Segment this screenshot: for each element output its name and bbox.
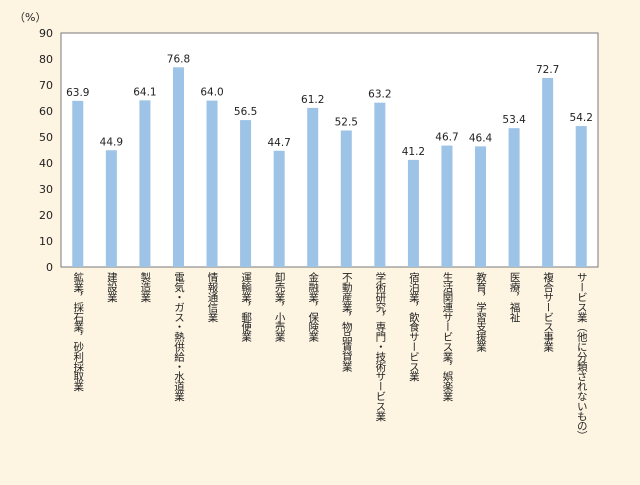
y-tick-label: 30 bbox=[39, 183, 53, 196]
bar bbox=[441, 145, 453, 267]
x-category-label: 教育，学習支援業 bbox=[475, 272, 488, 352]
bar-value-label: 46.4 bbox=[469, 132, 493, 144]
y-tick-label: 60 bbox=[39, 105, 53, 118]
x-category-label: 宿泊業，飲食サービス業 bbox=[407, 272, 420, 381]
bar bbox=[172, 67, 184, 267]
bar-value-label: 61.2 bbox=[301, 94, 324, 106]
bar-value-label: 63.9 bbox=[66, 87, 89, 99]
y-tick-label: 20 bbox=[39, 209, 53, 222]
plot-area bbox=[60, 32, 599, 268]
bar bbox=[407, 159, 419, 267]
x-category-label: 電気・ガス・熱供給・水道業 bbox=[172, 272, 185, 401]
bar bbox=[575, 126, 587, 267]
bar bbox=[206, 100, 218, 267]
y-tick-label: 50 bbox=[39, 131, 53, 144]
bar-value-label: 72.7 bbox=[536, 64, 559, 76]
x-category-label: 生活関連サービス業，娯楽業 bbox=[441, 272, 454, 401]
bar bbox=[374, 102, 386, 268]
y-tick-label: 10 bbox=[39, 235, 53, 248]
bar-value-label: 41.2 bbox=[402, 146, 425, 158]
bar bbox=[542, 77, 554, 267]
bar bbox=[307, 107, 319, 267]
y-tick-label: 0 bbox=[46, 261, 53, 274]
bar-value-label: 52.5 bbox=[335, 117, 358, 129]
bar-value-label: 44.9 bbox=[100, 136, 123, 148]
x-category-label: 鉱業，採石業，砂利採取業 bbox=[72, 272, 85, 391]
bar bbox=[72, 100, 84, 267]
bar bbox=[508, 128, 520, 267]
bar-value-label: 53.4 bbox=[502, 114, 526, 126]
y-axis-ticks: 0 10 20 30 40 50 60 70 80 90 bbox=[39, 27, 53, 274]
bar bbox=[273, 150, 285, 267]
bar-value-label: 64.1 bbox=[133, 86, 156, 98]
x-category-label: 製造業 bbox=[139, 272, 152, 302]
y-tick-label: 80 bbox=[39, 53, 53, 66]
bar-value-label: 46.7 bbox=[435, 132, 458, 144]
bars bbox=[72, 67, 587, 268]
bar bbox=[105, 150, 117, 267]
x-category-label: 金融業，保険業 bbox=[307, 272, 320, 342]
bar-value-label: 63.2 bbox=[368, 89, 391, 101]
y-tick-label: 70 bbox=[39, 79, 53, 92]
y-axis-unit-label: （%） bbox=[14, 11, 46, 24]
x-category-label: 建設業 bbox=[105, 272, 118, 302]
bar-value-label: 64.0 bbox=[200, 87, 223, 99]
bar-value-label: 54.2 bbox=[570, 112, 593, 124]
bar-value-label: 76.8 bbox=[167, 53, 190, 65]
x-category-label: 医療，福祉 bbox=[508, 272, 521, 322]
bar bbox=[139, 100, 151, 267]
x-category-label: 卸売業，小売業 bbox=[273, 272, 286, 342]
y-tick-label: 40 bbox=[39, 157, 53, 170]
x-category-label: 運輸業，郵便業 bbox=[240, 272, 253, 342]
data-labels: 63.9 44.9 64.1 76.8 64.0 56.5 44.7 61.2 52.5 63.2… bbox=[66, 53, 593, 158]
x-category-label: 複合サービス事業 bbox=[542, 272, 555, 352]
x-category-label: 情報通信業 bbox=[206, 272, 219, 322]
bar-value-label: 44.7 bbox=[267, 137, 290, 149]
x-category-label: サービス業（他に分類されないもの） bbox=[575, 272, 588, 441]
bar-value-label: 56.5 bbox=[234, 106, 257, 118]
x-category-label: 学術研究，専門・技術サービス業 bbox=[374, 272, 387, 421]
bar bbox=[240, 120, 252, 267]
x-category-label: 不動産業，物品賃貸業 bbox=[340, 272, 353, 372]
bar bbox=[340, 130, 352, 267]
bar bbox=[475, 146, 487, 267]
y-tick-label: 90 bbox=[39, 27, 53, 40]
